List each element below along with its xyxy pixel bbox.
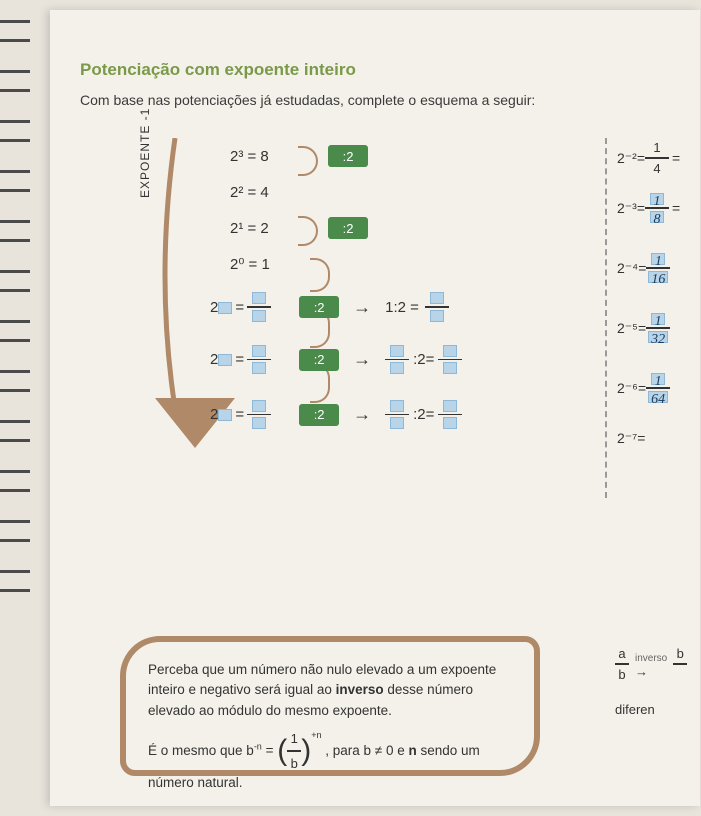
- fill-fraction[interactable]: [247, 292, 271, 322]
- callout-text: =: [262, 743, 277, 758]
- lhs: 2⁻⁶=: [617, 380, 646, 397]
- fill-fraction[interactable]: [438, 345, 462, 375]
- fill-box[interactable]: [218, 354, 232, 366]
- result-row: 2⁻⁶= 1 64: [617, 358, 690, 418]
- intro-text: Com base nas potenciações já estudadas, …: [80, 92, 690, 108]
- fill-fraction[interactable]: 1 32: [646, 313, 670, 343]
- exp: -n: [254, 741, 262, 751]
- result-row: 2⁻³= 1 8 =: [617, 178, 690, 238]
- fill-fraction[interactable]: [438, 400, 462, 430]
- eq-row-blank: 2 = :2 → :2=: [210, 387, 462, 442]
- side-fragment: a b inverso → b diferen: [605, 636, 700, 766]
- callout-text: É o mesmo que b: [148, 743, 254, 758]
- right-column: 2⁻²= 1 4 = 2⁻³= 1 8 = 2⁻⁴=: [605, 138, 690, 498]
- eq: 2⁰ = 1: [230, 255, 300, 273]
- callout-box: Perceba que um número não nulo elevado a…: [120, 636, 540, 776]
- base: 2: [210, 406, 218, 423]
- arrow-icon: →: [347, 297, 377, 318]
- eq-row: 2² = 4: [230, 174, 462, 210]
- callout-bold: inverso: [336, 682, 384, 697]
- curve-decor: [150, 138, 200, 418]
- divide-pill: :2: [299, 296, 339, 318]
- fraction: b: [673, 646, 687, 682]
- step-text: :2=: [413, 351, 434, 368]
- callout-text: , para b ≠ 0 e: [325, 743, 408, 758]
- arrow-icon: →: [347, 404, 377, 425]
- divide-pill: :2: [299, 349, 339, 371]
- fill-fraction[interactable]: [247, 345, 271, 375]
- step-text: 1:2 =: [385, 299, 419, 316]
- cut-text: diferen: [615, 702, 700, 717]
- lhs: 2⁻⁵=: [617, 320, 646, 337]
- fill-fraction[interactable]: 1 16: [646, 253, 670, 283]
- result-row: 2⁻²= 1 4 =: [617, 138, 690, 178]
- equation-rows: 2³ = 8 :2 2² = 4 2¹ = 2 :2 2⁰ = 1 2 =: [230, 138, 462, 442]
- lhs: 2⁻³=: [617, 200, 645, 217]
- eq-row: 2⁰ = 1: [230, 246, 462, 282]
- callout-bold: n: [408, 743, 416, 758]
- fill-fraction[interactable]: [247, 400, 271, 430]
- arrow-icon: →: [347, 349, 377, 370]
- spiral-binding: [0, 0, 40, 816]
- page-title: Potenciação com expoente inteiro: [80, 60, 690, 80]
- lhs: 2⁻⁷=: [617, 430, 645, 447]
- lhs: 2⁻⁴=: [617, 260, 646, 277]
- eq: 2² = 4: [230, 184, 300, 201]
- step-text: :2=: [413, 406, 434, 423]
- eq-row: 2¹ = 2 :2: [230, 210, 462, 246]
- eq-row-blank: 2 = :2 → :2=: [210, 332, 462, 387]
- fill-fraction[interactable]: 1 8: [645, 193, 669, 223]
- divide-pill: :2: [328, 145, 368, 167]
- base: 2: [210, 351, 218, 368]
- base: 2: [210, 299, 218, 316]
- page: Potenciação com expoente inteiro Com bas…: [50, 10, 700, 806]
- formula: ( 1 b ) +n: [277, 729, 321, 774]
- fill-fraction[interactable]: [425, 292, 449, 322]
- eq: 2³ = 8: [230, 148, 300, 165]
- fill-fraction[interactable]: 1 64: [646, 373, 670, 403]
- fraction: a b: [615, 646, 629, 682]
- result-row: 2⁻⁵= 1 32: [617, 298, 690, 358]
- lhs: 2⁻²=: [617, 150, 645, 167]
- fill-fraction[interactable]: [385, 345, 409, 375]
- eq-row-blank: 2 = :2 → 1:2 =: [210, 282, 462, 332]
- fill-fraction[interactable]: [385, 400, 409, 430]
- fraction: 1 4: [645, 140, 669, 176]
- divide-pill: :2: [328, 217, 368, 239]
- inverso-label: inverso: [635, 653, 667, 664]
- fill-box[interactable]: [218, 302, 232, 314]
- result-row: 2⁻⁷=: [617, 418, 690, 458]
- eq: 2¹ = 2: [230, 220, 300, 237]
- arrow-icon: →: [635, 664, 648, 679]
- fill-box[interactable]: [218, 409, 232, 421]
- diagram-area: EXPOENTE -1 2³ = 8 :2 2² = 4 2¹ = 2 :2: [80, 138, 690, 518]
- eq-row: 2³ = 8 :2: [230, 138, 462, 174]
- result-row: 2⁻⁴= 1 16: [617, 238, 690, 298]
- divide-pill: :2: [299, 404, 339, 426]
